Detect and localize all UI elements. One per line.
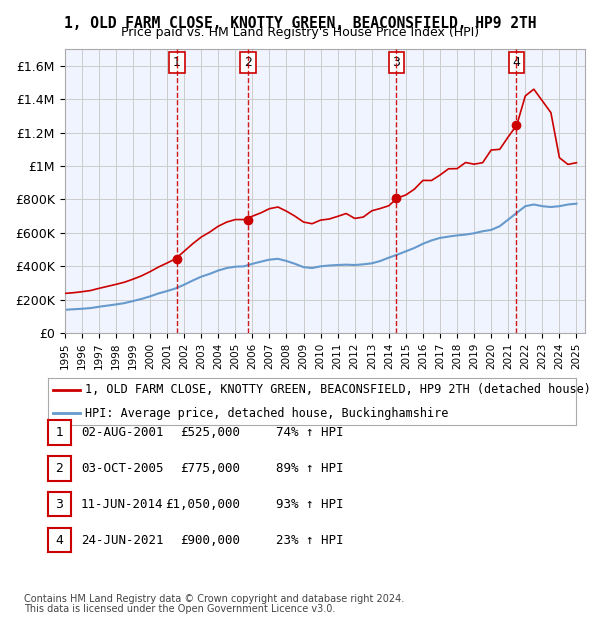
Text: 02-AUG-2001: 02-AUG-2001 <box>81 426 163 438</box>
Text: 3: 3 <box>55 498 64 510</box>
Text: 24-JUN-2021: 24-JUN-2021 <box>81 534 163 546</box>
Text: 4: 4 <box>55 534 64 546</box>
Text: 1: 1 <box>55 426 64 438</box>
Text: 89% ↑ HPI: 89% ↑ HPI <box>276 462 343 474</box>
Text: HPI: Average price, detached house, Buckinghamshire: HPI: Average price, detached house, Buck… <box>85 407 448 420</box>
Text: 2: 2 <box>244 56 252 69</box>
Text: Price paid vs. HM Land Registry's House Price Index (HPI): Price paid vs. HM Land Registry's House … <box>121 26 479 39</box>
Text: 2: 2 <box>55 462 64 474</box>
Text: 3: 3 <box>392 56 400 69</box>
Text: 1, OLD FARM CLOSE, KNOTTY GREEN, BEACONSFIELD, HP9 2TH: 1, OLD FARM CLOSE, KNOTTY GREEN, BEACONS… <box>64 16 536 30</box>
Text: This data is licensed under the Open Government Licence v3.0.: This data is licensed under the Open Gov… <box>24 604 335 614</box>
Text: £775,000: £775,000 <box>180 462 240 474</box>
Text: 1, OLD FARM CLOSE, KNOTTY GREEN, BEACONSFIELD, HP9 2TH (detached house): 1, OLD FARM CLOSE, KNOTTY GREEN, BEACONS… <box>85 383 591 396</box>
Text: Contains HM Land Registry data © Crown copyright and database right 2024.: Contains HM Land Registry data © Crown c… <box>24 595 404 604</box>
Text: 4: 4 <box>512 56 520 69</box>
Text: 74% ↑ HPI: 74% ↑ HPI <box>276 426 343 438</box>
Text: 93% ↑ HPI: 93% ↑ HPI <box>276 498 343 510</box>
Text: £525,000: £525,000 <box>180 426 240 438</box>
Text: 1: 1 <box>173 56 181 69</box>
Text: 11-JUN-2014: 11-JUN-2014 <box>81 498 163 510</box>
Text: £900,000: £900,000 <box>180 534 240 546</box>
Text: £1,050,000: £1,050,000 <box>165 498 240 510</box>
Text: 03-OCT-2005: 03-OCT-2005 <box>81 462 163 474</box>
Text: 23% ↑ HPI: 23% ↑ HPI <box>276 534 343 546</box>
